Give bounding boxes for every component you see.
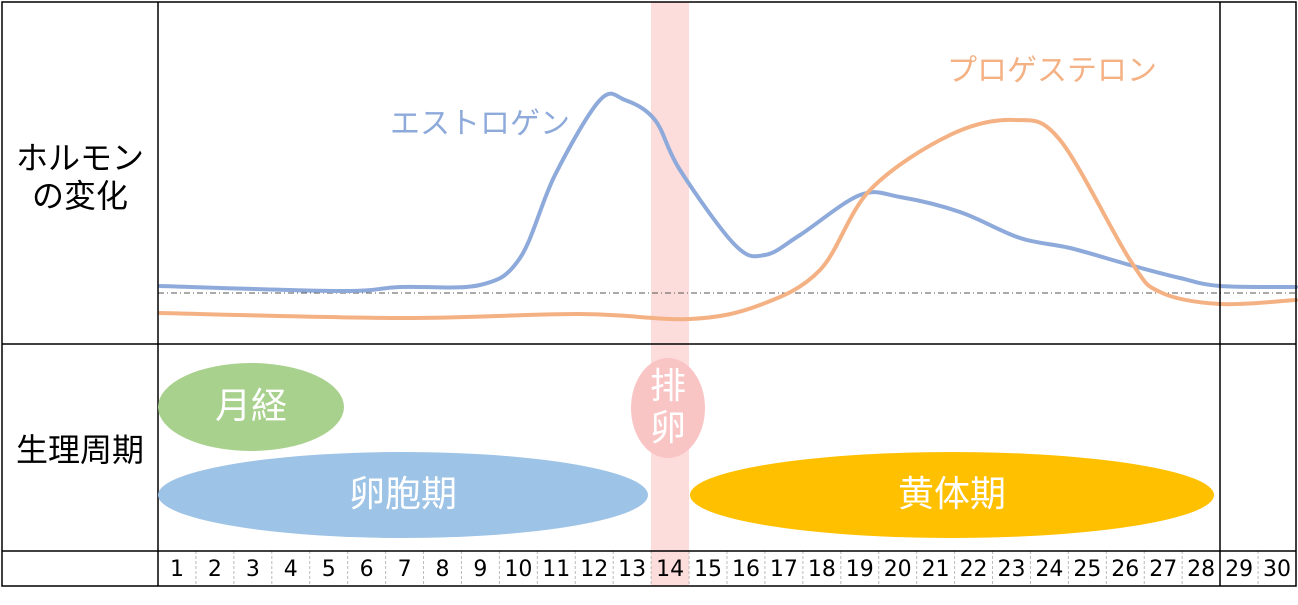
day-label: 18 bbox=[808, 557, 836, 582]
day-grid: 1 2 3 4 5 6 7 8 9 10 11 12 13 14 15 16 17 18 19 20 21 22 23 24 2… bbox=[170, 551, 1291, 586]
day-label: 21 bbox=[922, 557, 950, 582]
day-label: 3 bbox=[246, 557, 260, 582]
frame bbox=[1, 1, 1297, 587]
day-label: 19 bbox=[846, 557, 874, 582]
day-label: 29 bbox=[1225, 557, 1253, 582]
day-label: 9 bbox=[473, 557, 487, 582]
day-label: 23 bbox=[998, 557, 1026, 582]
progesterone-curve bbox=[158, 117, 1298, 322]
day-label: 4 bbox=[284, 557, 298, 582]
phase-ellipse bbox=[690, 452, 1214, 538]
day-label: 20 bbox=[884, 557, 912, 582]
day-label: 2 bbox=[208, 557, 222, 582]
day-label: 16 bbox=[732, 557, 760, 582]
phase-ellipse bbox=[158, 363, 344, 451]
day-label: 26 bbox=[1111, 557, 1139, 582]
curve-label: エストロゲン bbox=[390, 107, 570, 142]
curve-label: プロゲステロン bbox=[947, 54, 1157, 89]
day-label: 25 bbox=[1073, 557, 1101, 582]
phase-ellipse bbox=[631, 358, 705, 458]
day-label: 8 bbox=[436, 557, 450, 582]
row-label: ホルモン bbox=[16, 139, 144, 177]
phase-label: 月経 bbox=[215, 386, 287, 427]
day-label: 13 bbox=[618, 557, 646, 582]
day-label: 28 bbox=[1187, 557, 1215, 582]
row-label: 生理周期 bbox=[16, 431, 144, 469]
phase-label: 卵 bbox=[650, 408, 686, 449]
row-label: の変化 bbox=[32, 177, 128, 215]
day-label: 24 bbox=[1035, 557, 1063, 582]
day-label: 11 bbox=[542, 557, 570, 582]
day-label: 15 bbox=[694, 557, 722, 582]
day-label: 7 bbox=[398, 557, 412, 582]
phase-label: 排 bbox=[650, 366, 686, 407]
phase-label: 卵胞期 bbox=[349, 474, 457, 515]
day-label: 1 bbox=[170, 557, 184, 582]
day-label: 14 bbox=[656, 557, 684, 582]
phase-ellipse bbox=[158, 452, 648, 538]
phase-label: 黄体期 bbox=[898, 474, 1006, 515]
day-label: 17 bbox=[770, 557, 798, 582]
day-label: 30 bbox=[1263, 557, 1291, 582]
day-label: 6 bbox=[360, 557, 374, 582]
day-label: 12 bbox=[580, 557, 608, 582]
day-label: 27 bbox=[1149, 557, 1177, 582]
day-label: 22 bbox=[960, 557, 988, 582]
estrogen-curve bbox=[158, 91, 1298, 294]
ovulation-band bbox=[651, 2, 689, 586]
day-label: 10 bbox=[504, 557, 532, 582]
day-label: 5 bbox=[322, 557, 336, 582]
